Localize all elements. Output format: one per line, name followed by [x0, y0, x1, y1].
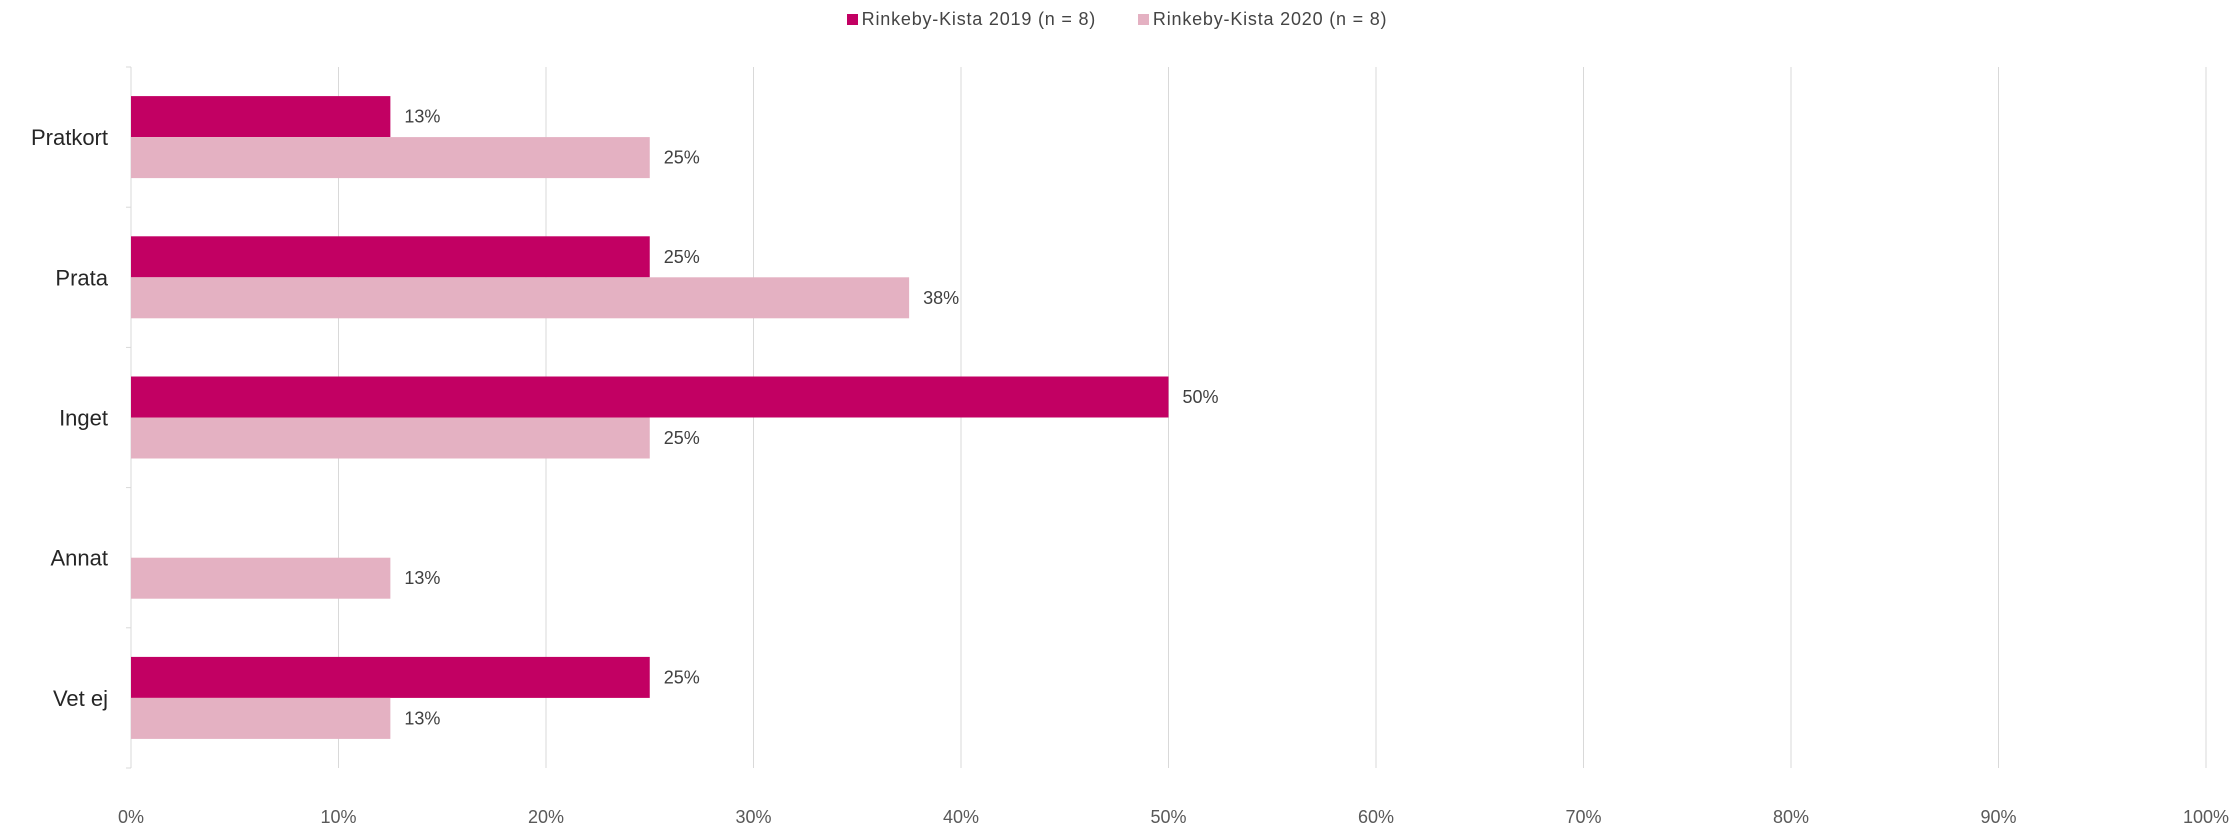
data-label: 25%	[664, 667, 700, 687]
legend-item-2019: Rinkeby-Kista 2019 (n = 8)	[846, 9, 1097, 30]
data-label: 50%	[1183, 387, 1219, 407]
data-label: 13%	[404, 568, 440, 588]
legend-label-2020: Rinkeby-Kista 2020 (n = 8)	[1152, 9, 1388, 29]
category-label: Prata	[55, 265, 108, 290]
data-label: 13%	[404, 107, 440, 127]
legend-swatch-2019	[846, 14, 858, 25]
x-tick-label: 70%	[1565, 807, 1601, 827]
bar-2020	[131, 557, 391, 599]
category-label: Pratkort	[31, 125, 108, 150]
data-label: 38%	[923, 288, 959, 308]
x-tick-label: 30%	[735, 807, 771, 827]
bar-2019	[131, 656, 650, 698]
legend-label-2019: Rinkeby-Kista 2019 (n = 8)	[861, 9, 1097, 29]
data-label: 25%	[664, 428, 700, 448]
data-label: 25%	[664, 148, 700, 168]
legend-item-2020: Rinkeby-Kista 2020 (n = 8)	[1137, 9, 1388, 30]
bar-2020	[131, 417, 650, 459]
bar-2020	[131, 277, 910, 319]
category-label: Annat	[51, 546, 109, 571]
x-tick-label: 80%	[1773, 807, 1809, 827]
x-tick-label: 40%	[943, 807, 979, 827]
x-tick-label: 50%	[1150, 807, 1186, 827]
legend-swatch-2020	[1137, 14, 1149, 25]
data-label: 13%	[404, 708, 440, 728]
bar-2019	[131, 376, 1169, 418]
x-tick-label: 10%	[320, 807, 356, 827]
data-label: 25%	[664, 247, 700, 267]
bar-2020	[131, 697, 391, 739]
bar-2019	[131, 236, 650, 278]
x-tick-label: 100%	[2183, 807, 2229, 827]
x-tick-label: 20%	[528, 807, 564, 827]
x-tick-label: 90%	[1980, 807, 2016, 827]
chart-legend: Rinkeby-Kista 2019 (n = 8) Rinkeby-Kista…	[0, 9, 2234, 30]
category-label: Inget	[59, 406, 108, 431]
x-tick-label: 60%	[1358, 807, 1394, 827]
x-tick-label: 0%	[118, 807, 144, 827]
category-label: Vet ej	[53, 686, 108, 711]
bar-2019	[131, 96, 391, 138]
bar-2020	[131, 137, 650, 179]
